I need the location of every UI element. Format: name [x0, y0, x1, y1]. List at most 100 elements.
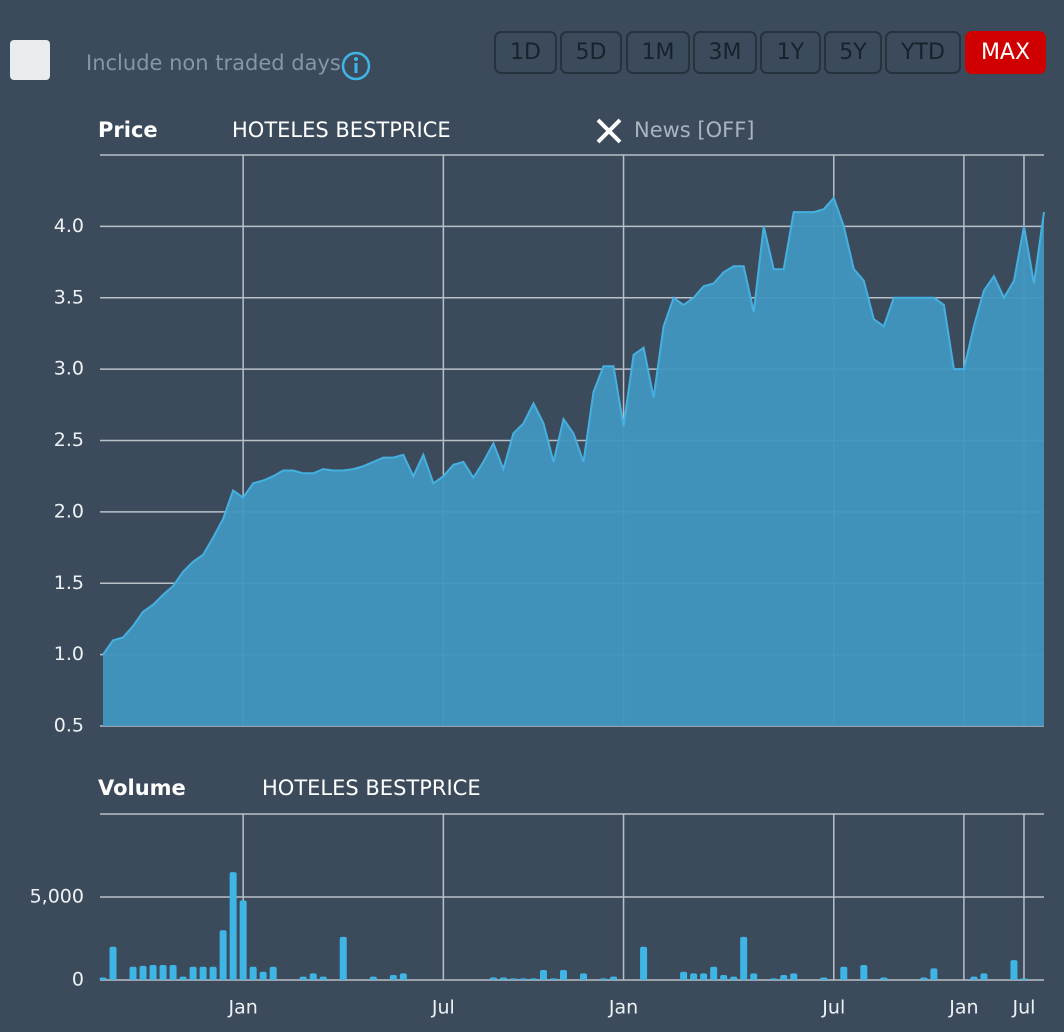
- volume-bar: [139, 965, 147, 980]
- volume-bar: [199, 966, 207, 980]
- checkbox[interactable]: [10, 40, 50, 80]
- range-button-label[interactable]: 5Y: [839, 40, 867, 65]
- x-tick-label: Jan: [228, 997, 258, 1019]
- volume-bar: [319, 976, 327, 980]
- volume-bar: [339, 936, 347, 980]
- range-button-label[interactable]: MAX: [981, 40, 1030, 65]
- volume-bar: [840, 966, 848, 980]
- range-button-label[interactable]: YTD: [900, 40, 945, 65]
- range-button[interactable]: [824, 31, 882, 74]
- y-tick-label: 4.0: [54, 215, 84, 237]
- y-tick-label: 2.0: [54, 500, 84, 522]
- volume-bar: [549, 978, 557, 980]
- volume-bar: [880, 977, 888, 980]
- volume-bar: [610, 976, 618, 980]
- volume-bar: [209, 966, 217, 980]
- volume-bar: [519, 978, 527, 980]
- y-tick-label: 1.0: [54, 643, 84, 665]
- volume-bar: [580, 973, 588, 980]
- range-button-label[interactable]: 5D: [576, 40, 607, 65]
- price-subtitle: HOTELES BESTPRICE: [232, 118, 451, 142]
- volume-bar: [920, 977, 928, 980]
- volume-bar: [499, 977, 507, 980]
- volume-bar: [489, 977, 497, 980]
- volume-bar: [970, 976, 978, 980]
- volume-bar: [750, 973, 758, 980]
- volume-bar: [189, 966, 197, 980]
- volume-bar: [790, 973, 798, 980]
- volume-bar: [770, 978, 778, 980]
- volume-bar: [980, 973, 988, 980]
- news-toggle-icon[interactable]: [596, 118, 622, 144]
- price-line: [102, 195, 1045, 656]
- volume-bar: [389, 975, 397, 980]
- volume-bar: [600, 978, 608, 980]
- volume-bar: [249, 966, 257, 980]
- volume-bar: [179, 976, 187, 980]
- x-tick-label: Jan: [948, 997, 978, 1019]
- volume-bar: [239, 900, 247, 980]
- volume-subtitle: HOTELES BESTPRICE: [262, 776, 481, 800]
- volume-bar: [529, 978, 537, 980]
- volume-bar: [159, 965, 167, 980]
- volume-bar: [690, 973, 698, 980]
- volume-bar: [109, 946, 117, 980]
- range-button[interactable]: [693, 31, 757, 74]
- y-tick-label: 5,000: [30, 886, 84, 908]
- range-button-label[interactable]: 1M: [642, 40, 675, 65]
- y-tick-label: 1.5: [54, 572, 84, 594]
- volume-bar: [269, 966, 277, 980]
- volume-bar: [259, 971, 267, 980]
- volume-bar: [149, 965, 157, 980]
- volume-bar: [1020, 978, 1028, 980]
- x-tick-label: Jul: [431, 997, 455, 1019]
- price-title: Price: [98, 118, 158, 142]
- volume-bar: [640, 946, 648, 980]
- range-button[interactable]: [760, 31, 821, 74]
- range-button[interactable]: [885, 31, 961, 74]
- volume-bar: [129, 966, 137, 980]
- volume-bar: [539, 970, 547, 980]
- volume-bar: [860, 965, 868, 980]
- range-button-label[interactable]: 1Y: [777, 40, 805, 65]
- volume-bar: [820, 977, 828, 980]
- range-buttons: 1D 5D 1M 3M 1Y 5Y YTD MAX: [494, 31, 1046, 74]
- range-button[interactable]: [560, 31, 622, 74]
- volume-bar: [710, 966, 718, 980]
- volume-bar: [930, 968, 938, 980]
- news-toggle[interactable]: News [OFF]: [634, 118, 755, 142]
- volume-bar: [780, 975, 788, 980]
- range-button[interactable]: [494, 31, 557, 74]
- x-tick-label: Jan: [608, 997, 638, 1019]
- y-tick-label: 3.5: [54, 286, 84, 308]
- volume-bar: [299, 976, 307, 980]
- range-button[interactable]: [965, 31, 1046, 74]
- volume-bar: [740, 936, 748, 980]
- volume-bar: [680, 971, 688, 980]
- y-tick-label: 3.0: [54, 358, 84, 380]
- volume-bar: [169, 965, 177, 980]
- x-tick-label: Jul: [821, 997, 845, 1019]
- volume-bar: [730, 976, 738, 980]
- x-tick-label: Jul: [1012, 997, 1036, 1019]
- volume-bar: [700, 973, 708, 980]
- info-icon[interactable]: [341, 51, 371, 81]
- volume-bar: [99, 977, 107, 980]
- range-button-label[interactable]: 3M: [709, 40, 742, 65]
- volume-bar: [1010, 960, 1018, 980]
- checkbox-label: Include non traded days: [86, 51, 341, 75]
- volume-bar: [309, 973, 317, 980]
- volume-title: Volume: [98, 776, 186, 800]
- volume-bar: [399, 973, 407, 980]
- y-tick-label: 2.5: [54, 429, 84, 451]
- y-tick-label: 0.5: [54, 715, 84, 737]
- range-button-label[interactable]: 1D: [510, 40, 541, 65]
- volume-bar: [229, 872, 237, 980]
- volume-bar: [509, 978, 517, 980]
- volume-bar: [219, 930, 227, 980]
- range-button[interactable]: [626, 31, 690, 74]
- y-tick-label: 0: [72, 969, 84, 991]
- volume-bar: [720, 975, 728, 980]
- volume-bar: [559, 970, 567, 980]
